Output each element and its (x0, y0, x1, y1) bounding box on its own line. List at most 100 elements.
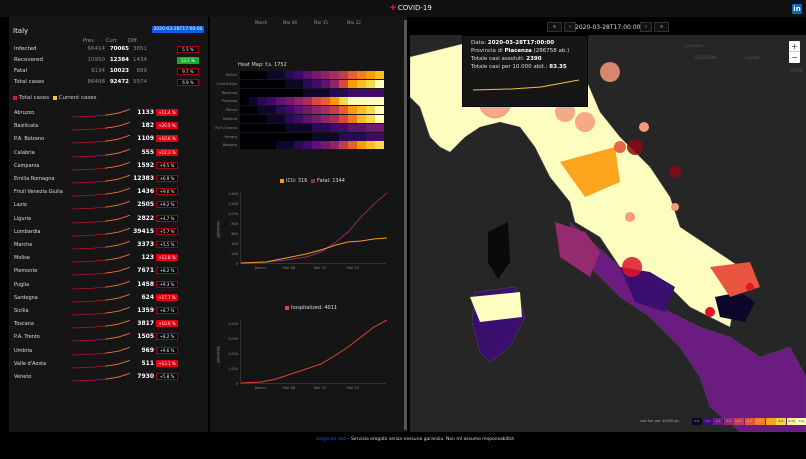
region-row[interactable]: Valle d'Aosta 511 +13.1 % (14, 359, 204, 373)
region-row[interactable]: Friuli Venezia Giulia 1436 +9.0 % (14, 187, 204, 201)
icu-fatal-lines (240, 192, 388, 264)
heatmap-row: Bologna (210, 141, 384, 150)
legend-bin: 2-3 (713, 418, 723, 425)
region-row[interactable]: Calabria 555 +12.3 % (14, 148, 204, 162)
region-pct-badge: +8.7 % (156, 307, 178, 314)
region-sparkline (71, 280, 131, 289)
heatmap[interactable]: Rimini Lt'ed Emilia Ravenna Piacenza Par… (210, 71, 390, 151)
region-row[interactable]: P.A. Trento 1505 +8.2 % (14, 333, 204, 346)
heatmap-cells[interactable] (240, 88, 384, 97)
legend-bin: 6-7 (755, 418, 765, 425)
svg-text:LJUBLJANA: LJUBLJANA (685, 44, 704, 48)
legend-bin: 7-8 (765, 418, 776, 425)
summary-row: Infected 66414 70065 3651 (14, 46, 147, 52)
summary-pct-badge: 5.5 % (177, 46, 199, 53)
red-cross-icon: ✚ (390, 4, 396, 12)
icu-swatch (280, 178, 284, 183)
region-row[interactable]: Abruzzo 1133 +11.4 % (14, 108, 204, 122)
region-row[interactable]: Molise 123 +12.8 % (14, 253, 204, 267)
summary-row: Fatal 9134 10023 889 (14, 68, 147, 74)
date-badge: 2020-03-28T17:00:00 (152, 26, 204, 33)
region-pct-badge: +9.3 % (156, 280, 178, 288)
region-pct-badge: +6.9 % (156, 175, 178, 182)
region-sparkline (71, 253, 131, 263)
region-sparkline (71, 319, 131, 329)
icu-fatal-chart[interactable] (240, 192, 388, 264)
region-pct-badge: +8.2 % (156, 267, 178, 275)
region-sparkline (71, 201, 131, 210)
heatmap-row: Modena (210, 115, 384, 123)
heatmap-row: Ferrara (210, 132, 384, 141)
region-row[interactable]: Lombardia 39415 +5.7 % (14, 227, 204, 241)
region-pct-badge: +20.5 % (156, 122, 178, 130)
region-row[interactable]: Emilia Romagna 12383 +6.9 % (14, 174, 204, 188)
summary-panel: Italy 2020-03-28T17:00:00 Prev. Curr. Di… (9, 17, 208, 432)
map-panel[interactable]: LJUBLJANA SLOVENIA ZAGREB CROA « ‹ 2020-… (410, 17, 806, 432)
region-row[interactable]: Marche 3373 +5.5 % (14, 240, 204, 254)
region-sparkline (71, 333, 131, 342)
heatmap-cells[interactable] (240, 132, 384, 141)
y-tick: 4,000 (227, 322, 238, 326)
region-pct-badge: +9.6 % (156, 346, 178, 354)
col-prev: Prev. (83, 38, 96, 44)
next-date-button[interactable]: › (640, 22, 652, 32)
region-row[interactable]: P.A. Bolzano 1109 +10.6 % (14, 135, 204, 148)
region-pct-badge: +11.4 % (156, 109, 178, 116)
zoom-in-button[interactable]: + (789, 41, 800, 52)
heatmap-cells[interactable] (240, 79, 384, 88)
region-row[interactable]: Lazio 2505 +9.2 % (14, 201, 204, 214)
heatmap-row: Forlì-Cesena (210, 123, 384, 132)
heatmap-cells[interactable] (240, 141, 384, 150)
data-source-link[interactable]: Sorgente dati (316, 437, 347, 442)
hospitalized-chart[interactable] (240, 319, 388, 384)
disclaimer: - Servizio erogato senza nessuna garanzi… (346, 437, 514, 442)
heatmap-row: Parma (210, 106, 384, 115)
region-sparkline (71, 306, 131, 316)
prev-date-button[interactable]: ‹ (564, 22, 576, 32)
region-row[interactable]: Campania 1592 +9.5 % (14, 161, 204, 175)
zoom-out-button[interactable]: − (791, 53, 798, 62)
region-sparkline (71, 108, 131, 118)
linkedin-icon[interactable]: in (792, 4, 802, 14)
top-bar: ✚ COVID-19 in (0, 0, 806, 17)
region-sparkline (71, 372, 131, 382)
heatmap-cells[interactable] (240, 71, 384, 79)
region-row[interactable]: Veneto 7930 +5.8 % (14, 372, 204, 386)
legend-bin: 4-5 (734, 418, 744, 425)
region-pct-badge: +5.5 % (156, 241, 178, 248)
heatmap-cells[interactable] (240, 123, 384, 132)
charts-scrollbar[interactable] (404, 20, 407, 430)
heatmap-cells[interactable] (240, 97, 384, 106)
summary-row: Recovered 10950 12384 1434 (14, 57, 147, 63)
region-row[interactable]: Sicilia 1359 +8.7 % (14, 306, 204, 320)
summary-row: Total cases 86498 92472 5974 (14, 79, 147, 85)
last-date-button[interactable]: » (654, 22, 669, 32)
region-row[interactable]: Umbria 969 +9.6 % (14, 346, 204, 360)
region-row[interactable]: Puglia 1458 +9.3 % (14, 280, 204, 294)
legend-bin: 0-1 (692, 418, 702, 425)
y-tick: 1,000 (227, 212, 238, 216)
italy-choropleth-map[interactable]: LJUBLJANA SLOVENIA ZAGREB CROA (410, 17, 806, 432)
region-sparkline (71, 346, 131, 355)
region-sparkline (71, 148, 131, 157)
region-pct-badge: +10.6 % (156, 320, 178, 328)
map-date-nav: « ‹ 2020-03-28T17:00:00 › » (410, 17, 806, 35)
summary-pct-badge: 13.1 % (177, 57, 199, 64)
heatmap-cells[interactable] (240, 115, 384, 123)
region-row[interactable]: Liguria 2822 +4.7 % (14, 214, 204, 228)
region-row[interactable]: Piemonte 7671 +8.2 % (14, 267, 204, 280)
country-name: Italy (13, 27, 29, 35)
heatmap-row: Piacenza (210, 97, 384, 106)
x-tick: Mar 15 (314, 266, 327, 270)
region-pct-badge: +4.7 % (156, 214, 178, 222)
region-sparkline (71, 174, 131, 184)
fatal-swatch (311, 178, 316, 183)
first-date-button[interactable]: « (547, 22, 562, 32)
heatmap-title: Heat Map: f.s. 1752 (238, 62, 287, 68)
app-title: ✚ COVID-19 (390, 4, 432, 12)
region-row[interactable]: Basilicata 182 +20.5 % (14, 121, 204, 135)
y-tick: 3,000 (227, 337, 238, 341)
region-row[interactable]: Sardegna 624 +17.7 % (14, 293, 204, 307)
region-row[interactable]: Toscana 3817 +10.6 % (14, 319, 204, 333)
heatmap-cells[interactable] (240, 106, 384, 115)
